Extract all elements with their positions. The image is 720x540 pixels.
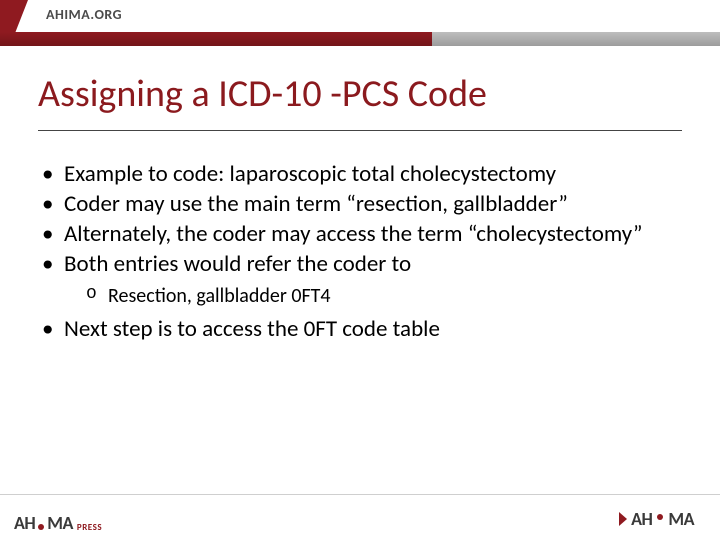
footer-left-logo: AH MA PRESS: [14, 512, 102, 534]
header-bar-gray: [432, 32, 720, 46]
footer-press-label: PRESS: [77, 522, 102, 533]
list-item: Both entries would refer the coder to Re…: [38, 250, 682, 308]
bullet-list: Example to code: laparoscopic total chol…: [38, 160, 682, 343]
footer-left-logo-part2: MA: [47, 512, 73, 534]
footer-left-logo-part1: AH: [14, 512, 35, 534]
sub-bullet-list: Resection, gallbladder 0FT4: [64, 284, 682, 308]
list-item: Coder may use the main term “resection, …: [38, 190, 682, 218]
header-org-text: AHIMA.ORG: [46, 6, 122, 23]
footer: AH MA PRESS AH MA: [0, 494, 720, 540]
dot-icon: [657, 514, 663, 520]
footer-right-logo: AH MA: [619, 508, 694, 530]
bullet-text: Both entries would refer the coder to: [64, 250, 411, 278]
sub-bullet-text: Resection, gallbladder 0FT4: [108, 284, 331, 308]
header-bar: [0, 32, 720, 46]
chevron-right-icon: [619, 512, 627, 526]
header-bar-red: [0, 32, 432, 46]
footer-divider: [0, 494, 720, 495]
body-content: Example to code: laparoscopic total chol…: [38, 160, 682, 345]
list-item: Resection, gallbladder 0FT4: [84, 284, 682, 308]
list-item: Alternately, the coder may access the te…: [38, 220, 682, 248]
list-item: Example to code: laparoscopic total chol…: [38, 160, 682, 188]
footer-right-logo-part2: MA: [668, 508, 694, 530]
bullet-text: Next step is to access the 0FT code tabl…: [64, 315, 440, 343]
header: AHIMA.ORG: [0, 0, 720, 46]
slide: AHIMA.ORG Assigning a ICD-10 -PCS Code E…: [0, 0, 720, 540]
bullet-text: Coder may use the main term “resection, …: [64, 190, 568, 218]
bullet-text: Alternately, the coder may access the te…: [64, 220, 643, 248]
page-title: Assigning a ICD-10 -PCS Code: [38, 74, 682, 116]
list-item: Next step is to access the 0FT code tabl…: [38, 315, 682, 343]
footer-right-logo-part1: AH: [631, 508, 652, 530]
dot-icon: [38, 524, 44, 530]
title-underline: [38, 130, 682, 131]
bullet-text: Example to code: laparoscopic total chol…: [64, 160, 556, 188]
